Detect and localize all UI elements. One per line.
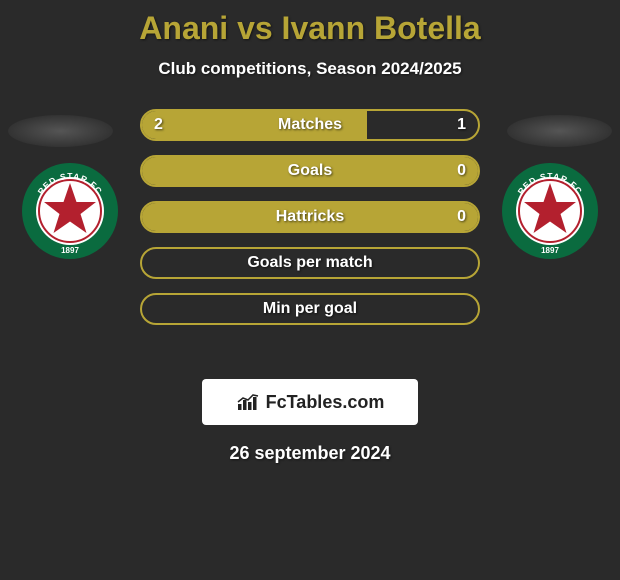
player2-avatar xyxy=(507,115,612,147)
stat-label: Matches xyxy=(142,111,478,139)
footer-date: 26 september 2024 xyxy=(0,443,620,464)
stat-label: Hattricks xyxy=(142,203,478,231)
comparison-main: RED STAR FC 1897 RED STAR FC 1897 Matche… xyxy=(0,109,620,369)
title-vs: vs xyxy=(237,10,273,46)
stat-row: Hattricks0 xyxy=(140,201,480,233)
svg-text:1897: 1897 xyxy=(61,246,79,255)
stat-label: Goals per match xyxy=(142,249,478,277)
stat-value-right: 0 xyxy=(457,157,466,185)
stat-row: Goals per match xyxy=(140,247,480,279)
stat-row: Goals0 xyxy=(140,155,480,187)
svg-text:1897: 1897 xyxy=(541,246,559,255)
stat-value-left: 2 xyxy=(154,111,163,139)
chart-icon xyxy=(236,392,260,412)
title-player2: Ivann Botella xyxy=(282,10,481,46)
stat-row: Matches2 1 xyxy=(140,109,480,141)
player1-avatar xyxy=(8,115,113,147)
stat-value-right: 1 xyxy=(457,111,466,139)
stat-value-right: 0 xyxy=(457,203,466,231)
stat-label: Min per goal xyxy=(142,295,478,323)
title-player1: Anani xyxy=(139,10,228,46)
player1-club-logo: RED STAR FC 1897 xyxy=(20,161,120,261)
player2-club-logo: RED STAR FC 1897 xyxy=(500,161,600,261)
site-badge: FcTables.com xyxy=(202,379,418,425)
site-badge-text: FcTables.com xyxy=(266,392,385,413)
subtitle: Club competitions, Season 2024/2025 xyxy=(0,59,620,79)
comparison-title: Anani vs Ivann Botella xyxy=(0,0,620,47)
stat-rows: Matches21Goals0Hattricks0Goals per match… xyxy=(140,109,480,339)
stat-label: Goals xyxy=(142,157,478,185)
stat-row: Min per goal xyxy=(140,293,480,325)
